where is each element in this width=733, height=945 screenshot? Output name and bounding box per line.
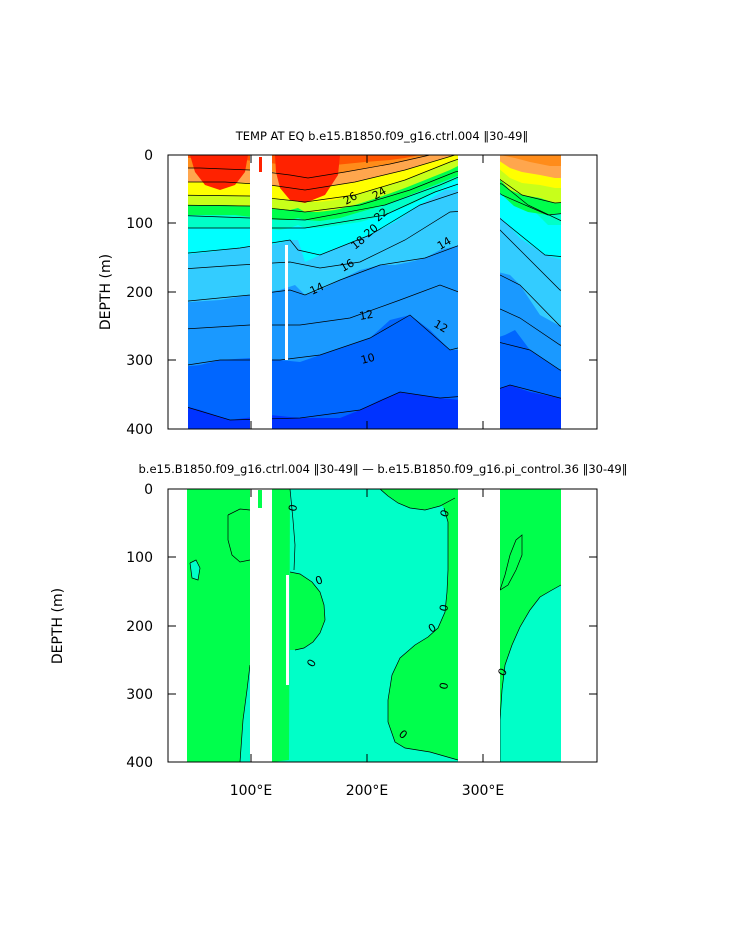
contour-label: 0: [286, 503, 300, 512]
contour-label: 0: [438, 508, 453, 519]
green-region-west: [168, 489, 250, 762]
y-tick-label: 0: [144, 482, 153, 498]
contour-label: 26: [341, 189, 360, 207]
y-tick-label: 400: [126, 755, 153, 771]
y-tick-label: 400: [126, 422, 153, 438]
y-tick-label: 100: [126, 550, 153, 566]
bottom-green-sliver: [258, 490, 262, 508]
y-tick-label: 0: [144, 148, 153, 164]
y-tick-label: 200: [126, 285, 153, 301]
contour-label: 0: [437, 681, 451, 690]
top-panel: TEMP AT EQ b.e15.B1850.f09_g16.ctrl.004 …: [98, 129, 598, 438]
top-panel-title: TEMP AT EQ b.e15.B1850.f09_g16.ctrl.004 …: [235, 129, 529, 143]
contour-label: 16: [338, 256, 357, 274]
bottom-panel-title: b.e15.B1850.f09_g16.ctrl.004 ‖30-49‖ — b…: [138, 462, 627, 476]
top-contour-labels: 26 24 22 20 18 16 14 14 12 12 10: [308, 184, 454, 367]
top-y-tick-labels: 0 100 200 300 400: [126, 148, 153, 438]
green-strip-mid: [272, 489, 290, 762]
bottom-y-axis-label: DEPTH (m): [50, 588, 66, 664]
contour-label: 0: [437, 603, 451, 612]
bottom-panel: b.e15.B1850.f09_g16.ctrl.004 ‖30-49‖ — b…: [50, 462, 628, 799]
red-core-west: [190, 155, 248, 190]
contour-label: 14: [435, 234, 454, 252]
bottom-y-ticks: [168, 488, 597, 763]
bottom-x-ticks: [250, 489, 484, 762]
x-tick-label: 100°E: [230, 783, 273, 799]
bottom-y-tick-labels: 0 100 200 300 400: [126, 482, 153, 771]
green-top-strip: [380, 489, 458, 510]
top-red-sliver: [259, 157, 262, 172]
y-tick-label: 200: [126, 619, 153, 635]
contour-label: 24: [370, 184, 389, 202]
bottom-difference-field: [168, 489, 597, 762]
bottom-contour-lines: [189, 489, 562, 762]
y-tick-label: 100: [126, 216, 153, 232]
small-aqua-patch: [190, 560, 200, 580]
x-tick-label: 200°E: [346, 783, 389, 799]
top-land-mask: [168, 155, 597, 429]
contour-label: 12: [358, 308, 374, 323]
top-y-ticks: [168, 154, 597, 430]
top-y-axis-label: DEPTH (m): [98, 254, 114, 330]
y-tick-label: 300: [126, 353, 153, 369]
x-tick-label: 300°E: [462, 783, 505, 799]
bottom-x-tick-labels: 100°E 200°E 300°E: [230, 783, 505, 799]
small-green-patch: [228, 509, 250, 562]
contour-label: 12: [432, 317, 451, 335]
top-x-ticks: [250, 155, 484, 429]
contour-label: 10: [359, 351, 376, 367]
green-region-east: [500, 489, 561, 762]
aqua-wedge-west: [240, 665, 250, 762]
green-lobe-150E: [290, 572, 325, 650]
contour-label: 0: [314, 573, 325, 588]
green-region-240E: [388, 489, 458, 760]
contour-label: 14: [308, 280, 326, 298]
y-tick-label: 300: [126, 687, 153, 703]
red-core-east: [275, 155, 340, 203]
